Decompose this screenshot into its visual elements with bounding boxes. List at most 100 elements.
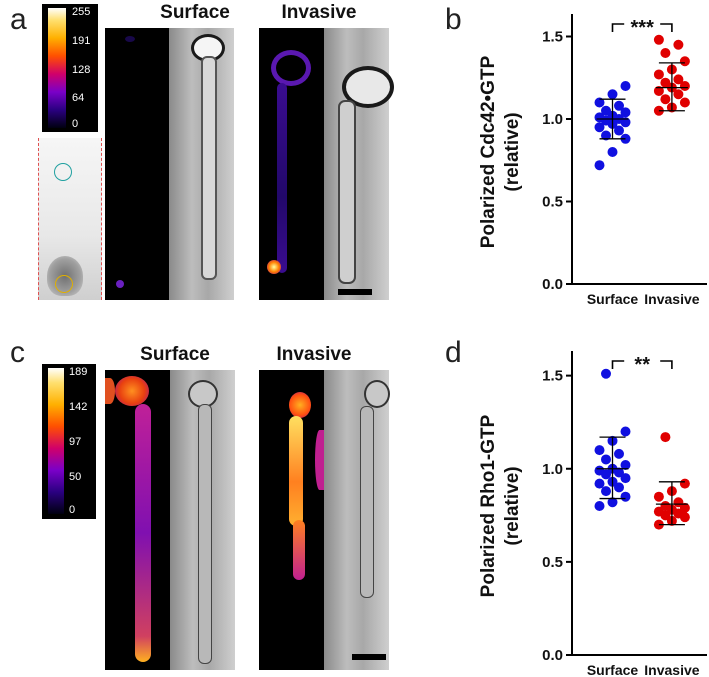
data-point [607,147,618,157]
hypha-signal [289,416,303,526]
data-point [660,94,671,105]
colorbar-a-gradient [48,8,66,128]
data-point [660,432,671,443]
scale-bar [338,289,372,295]
data-point [594,478,605,489]
invasive-dic-image-a [324,28,394,300]
hypha-shape [201,56,217,280]
colorbar-a-tick-4: 0 [72,118,79,130]
hypha-shape [198,404,212,664]
data-point [594,501,605,511]
colorbar-a-tick-0: 255 [72,6,91,18]
data-point [673,497,684,508]
data-point [673,74,684,85]
category-label: Surface [587,662,639,677]
data-point [594,122,605,133]
data-point [607,497,618,508]
data-point [601,130,611,141]
significance-bg [624,355,661,367]
data-point [673,89,684,100]
chart-b: 0.0 0.5 1.0 1.5 Polarized Cdc42•GTP (relative… [478,14,707,307]
data-point [653,491,664,502]
colorbar-c-tick-0: 189 [69,366,88,378]
data-point [594,112,605,123]
data-point [679,81,690,91]
data-point [679,502,690,513]
invasive-dic-image-c [324,370,390,670]
scale-bar [352,654,386,660]
data-point [620,107,631,118]
panel-letter-c: c [10,336,25,369]
y-tick-label: 1.5 [542,29,563,46]
data-point [660,77,671,88]
data-point [620,81,631,91]
data-point [614,448,624,459]
colorbar-c-tick-1: 142 [69,401,88,413]
y-tick-label: 0.5 [542,554,563,571]
significance-label: ** [634,354,650,376]
colorbar-a-tick-3: 64 [72,92,85,104]
category-label: Surface [587,291,639,307]
y-axis-label-line2: (relative) [502,112,523,191]
data-point [620,426,631,437]
invasive-fluorescence-image-c [259,370,324,670]
hypha-shape [338,100,356,284]
data-point [614,100,624,111]
left-edge-cell [105,378,115,404]
data-point [594,465,605,476]
surface-dic-image-c [170,370,235,670]
cell-cap [115,376,149,406]
surface-fluorescence-image-c [105,370,170,670]
colorbar-c-tick-4: 0 [69,504,76,516]
y-axis-label-line1: Polarized Rho1-GTP [478,414,499,597]
yellow-roi-circle [55,275,73,293]
category-label: Invasive [644,662,699,677]
surface-fluorescence-image-a [105,28,169,300]
surface-dic-image-a [169,28,234,300]
data-point [620,460,631,471]
hypha-signal [135,404,151,662]
y-axis-label-line1: Polarized Cdc42•GTP [478,55,499,248]
panel-letter-a: a [10,3,27,36]
data-point [614,482,624,493]
data-point [660,501,671,511]
data-point [679,478,690,489]
colorbar-c: 189 142 97 50 0 [42,364,96,519]
colorbar-c-tick-3: 50 [69,471,82,483]
data-point [679,97,690,108]
bright-tip-spot [267,260,281,274]
data-point [601,486,611,497]
panel-letter-b: b [445,3,462,36]
cell-cap [289,392,311,418]
hypha-shape [360,406,374,598]
colorbar-a-tick-2: 128 [72,64,91,76]
yeast-cell-outline [364,380,390,408]
data-point [673,39,684,50]
data-point [653,506,664,517]
y-tick-label: 0.0 [542,647,563,664]
category-label: Invasive [644,291,699,307]
col-title-invasive-c: Invasive [276,344,352,365]
yeast-cell-outline [342,66,394,108]
y-axis-label-line2: (relative) [502,466,523,545]
col-title-surface-c: Surface [140,344,210,365]
y-tick-label: 0.0 [542,276,563,293]
col-title-surface-a: Surface [160,2,230,23]
hypha-signal-lower [293,520,305,580]
data-point [653,34,664,45]
invasive-fluorescence-image-a [259,28,324,300]
data-point [594,97,605,108]
hypha-signal [277,83,287,273]
data-point [679,56,690,67]
data-point [594,160,605,171]
y-tick-label: 1.5 [542,368,563,385]
data-point [601,454,611,465]
roi-schematic-image [38,138,102,300]
data-point [653,69,664,80]
cyan-roi-circle [54,163,72,181]
col-title-invasive-a: Invasive [281,2,357,23]
data-point [620,491,631,502]
y-tick-label: 1.0 [542,461,563,478]
dim-tip-spot [116,280,124,288]
dim-cap [125,36,135,42]
